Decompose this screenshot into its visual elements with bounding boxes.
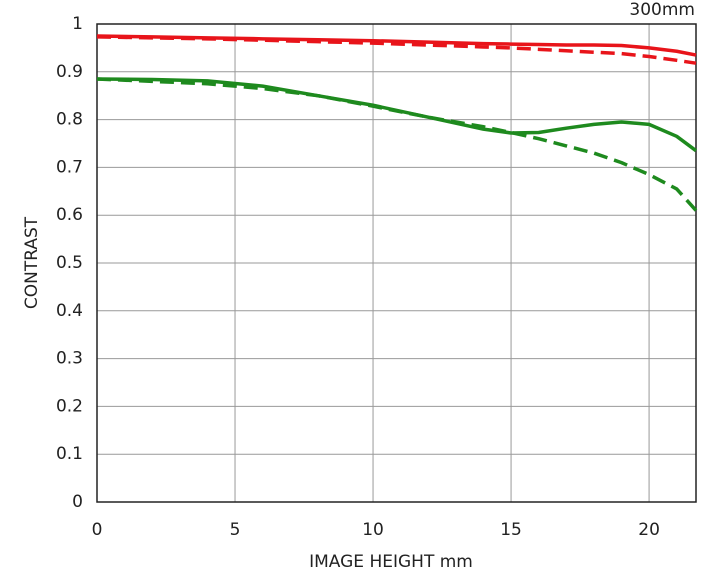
x-tick-label: 20 bbox=[638, 520, 660, 540]
y-tick-label: 0.9 bbox=[56, 62, 83, 82]
y-tick-label: 1 bbox=[72, 14, 83, 34]
y-tick-label: 0.2 bbox=[56, 396, 83, 416]
series-line bbox=[96, 77, 698, 212]
y-tick-label: 0.1 bbox=[56, 444, 83, 464]
y-axis-label: CONTRAST bbox=[22, 216, 42, 309]
series-line bbox=[96, 77, 698, 153]
x-tick-label: 15 bbox=[500, 520, 522, 540]
series-line bbox=[96, 35, 697, 65]
x-tick-label: 5 bbox=[230, 520, 241, 540]
annotation: 300mm bbox=[629, 0, 695, 20]
y-tick-label: 0.3 bbox=[56, 349, 83, 369]
x-tick-label: 0 bbox=[92, 520, 103, 540]
y-tick-label: 0.7 bbox=[56, 157, 83, 177]
x-tick-label: 10 bbox=[362, 520, 384, 540]
y-tick-label: 0.5 bbox=[56, 253, 83, 273]
x-axis-label: IMAGE HEIGHT mm bbox=[309, 552, 473, 570]
y-tick-label: 0.6 bbox=[56, 205, 83, 225]
y-tick-label: 0 bbox=[72, 492, 83, 512]
y-tick-label: 0.8 bbox=[56, 110, 83, 130]
y-tick-label: 0.4 bbox=[56, 301, 83, 321]
plot-frame bbox=[96, 23, 697, 503]
